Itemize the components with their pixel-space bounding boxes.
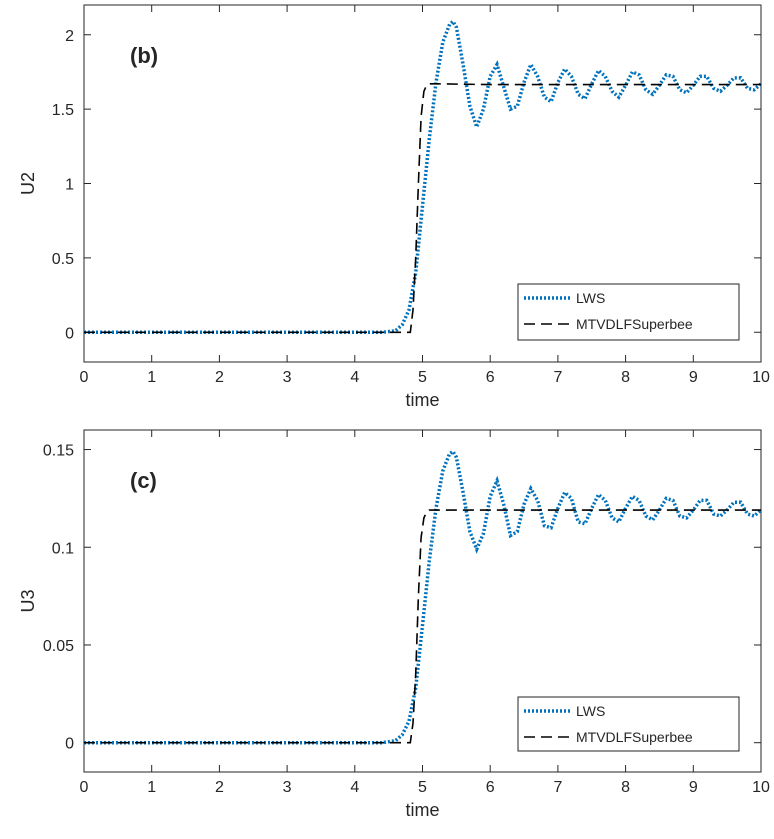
legend-label: LWS	[576, 703, 605, 719]
y-axis-label: U3	[18, 589, 38, 612]
y-tick-label: 0.05	[43, 638, 74, 655]
legend-box	[517, 696, 740, 752]
x-tick-label: 7	[553, 779, 562, 796]
x-tick-label: 1	[147, 779, 156, 796]
y-tick-label: 2	[65, 28, 74, 45]
y-axis-label: U2	[18, 172, 38, 195]
y-tick-label: 0	[65, 325, 74, 342]
series-line-lws	[84, 449, 761, 745]
y-tick-label: 1.5	[52, 102, 74, 119]
panel-label: (c)	[130, 468, 157, 493]
x-tick-label: 3	[283, 369, 292, 386]
panel-0: 0 1 2 3 4 5 6 7 8 9 10 0 0.5 1 1.5 2 time U2 (b) LWS MTVDLFS…	[18, 4, 770, 410]
x-tick-label: 5	[418, 779, 427, 796]
y-tick-label: 1	[65, 177, 74, 194]
x-tick-label: 3	[283, 779, 292, 796]
legend-label: LWS	[576, 290, 605, 306]
x-tick-label: 9	[689, 369, 698, 386]
y-tick-label: 0	[65, 736, 74, 753]
series-line-lws	[84, 18, 761, 335]
panel-label: (b)	[130, 43, 158, 68]
x-tick-label: 6	[486, 369, 495, 386]
x-tick-label: 0	[80, 369, 89, 386]
series-line-mtvdlfsuperbee	[84, 509, 761, 744]
x-tick-label: 7	[553, 369, 562, 386]
series-line-mtvdlfsuperbee	[84, 83, 761, 334]
x-tick-label: 2	[215, 369, 224, 386]
legend-label: MTVDLFSuperbee	[576, 729, 693, 745]
x-tick-label: 10	[752, 779, 770, 796]
x-tick-label: 6	[486, 779, 495, 796]
x-tick-label: 2	[215, 779, 224, 796]
x-axis-label: time	[405, 800, 439, 820]
x-tick-label: 1	[147, 369, 156, 386]
x-tick-label: 0	[80, 779, 89, 796]
x-tick-label: 8	[621, 779, 630, 796]
x-axis-label: time	[405, 390, 439, 410]
x-tick-label: 9	[689, 779, 698, 796]
x-tick-label: 10	[752, 369, 770, 386]
x-tick-label: 4	[350, 369, 359, 386]
legend-box	[517, 283, 740, 341]
y-tick-label: 0.5	[52, 251, 74, 268]
y-tick-label: 0.1	[52, 540, 74, 557]
y-tick-label: 0.15	[43, 443, 74, 460]
x-tick-label: 4	[350, 779, 359, 796]
panel-1: 0 1 2 3 4 5 6 7 8 9 10 0 0.05 0.1 0.15 time U3 (c) LWS MTVD…	[18, 429, 770, 820]
x-tick-label: 8	[621, 369, 630, 386]
legend-label: MTVDLFSuperbee	[576, 316, 693, 332]
x-tick-label: 5	[418, 369, 427, 386]
